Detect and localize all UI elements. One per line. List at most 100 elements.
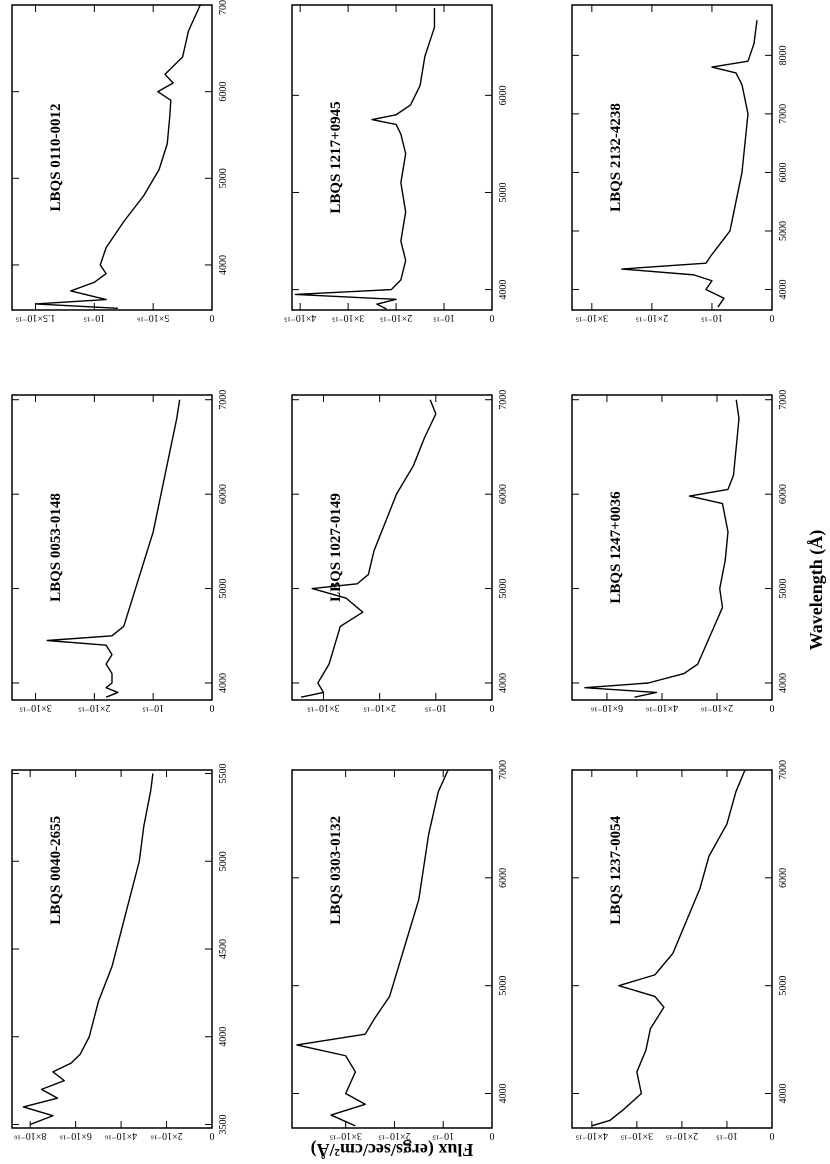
spectrum-line bbox=[591, 769, 746, 1127]
x-axis-label: Wavelength (Å) bbox=[806, 530, 827, 651]
x-tick-label: 4000 bbox=[498, 1083, 509, 1103]
y-tick-label: 3×10⁻¹⁵ bbox=[307, 702, 339, 713]
x-tick-label: 7000 bbox=[778, 104, 789, 124]
y-tick-label: 5×10⁻¹⁶ bbox=[136, 312, 169, 323]
x-tick-label: 7000 bbox=[778, 760, 789, 780]
spectrum-line bbox=[34, 4, 201, 309]
y-tick-label: 0 bbox=[210, 1130, 215, 1141]
x-tick-label: 6000 bbox=[498, 85, 509, 105]
x-tick-label: 6000 bbox=[778, 868, 789, 888]
x-tick-label: 5000 bbox=[778, 579, 789, 599]
y-tick-label: 3×10⁻¹⁵ bbox=[19, 702, 51, 713]
y-tick-label: 10⁻¹⁵ bbox=[83, 312, 105, 323]
x-tick-label: 6000 bbox=[218, 82, 229, 102]
panel-title: LBQS 0110-0012 bbox=[48, 104, 64, 212]
spectrum-line bbox=[296, 769, 449, 1127]
x-tick-label: 8000 bbox=[778, 45, 789, 65]
spectrum-line bbox=[22, 773, 154, 1126]
panel-frame bbox=[291, 769, 493, 1129]
y-tick-label: 0 bbox=[210, 702, 215, 713]
panel-frame bbox=[571, 394, 773, 701]
y-tick-label: 1.5×10⁻¹⁵ bbox=[16, 312, 56, 323]
panel-frame bbox=[11, 394, 213, 701]
x-tick-label: 7000 bbox=[778, 390, 789, 410]
y-tick-label: 2×10⁻¹⁵ bbox=[636, 312, 668, 323]
y-tick-label: 3×10⁻¹⁵ bbox=[329, 1130, 361, 1141]
x-tick-label: 6000 bbox=[498, 484, 509, 504]
y-tick-label: 10⁻¹⁵ bbox=[716, 1130, 738, 1141]
y-tick-label: 10⁻¹⁵ bbox=[425, 702, 447, 713]
spectrum-line bbox=[46, 399, 181, 698]
x-tick-label: 4000 bbox=[778, 1083, 789, 1103]
y-tick-label: 10⁻¹⁵ bbox=[701, 312, 723, 323]
y-tick-label: 8×10⁻¹⁶ bbox=[13, 1130, 46, 1141]
y-tick-label: 0 bbox=[770, 702, 775, 713]
x-tick-label: 4000 bbox=[218, 673, 229, 693]
panel-title: LBQS 0040-2655 bbox=[48, 816, 64, 925]
x-tick-label: 5000 bbox=[498, 976, 509, 996]
y-tick-label: 2×10⁻¹⁵ bbox=[378, 1130, 410, 1141]
y-tick-label: 2×10⁻¹⁵ bbox=[78, 702, 110, 713]
panel-title: LBQS 1027-0149 bbox=[328, 493, 344, 602]
y-tick-label: 4×10⁻¹⁶ bbox=[645, 702, 678, 713]
x-tick-label: 6000 bbox=[218, 484, 229, 504]
y-tick-label: 4×10⁻¹⁵ bbox=[576, 1130, 608, 1141]
y-tick-label: 2×10⁻¹⁵ bbox=[363, 702, 395, 713]
x-tick-label: 5000 bbox=[778, 221, 789, 241]
x-tick-label: 7000 bbox=[218, 0, 229, 15]
panel-frame bbox=[11, 4, 213, 311]
x-tick-label: 5500 bbox=[218, 764, 229, 784]
x-tick-label: 4000 bbox=[778, 280, 789, 300]
panel-frame bbox=[571, 4, 773, 311]
x-tick-label: 6000 bbox=[778, 484, 789, 504]
y-tick-label: 2×10⁻¹⁵ bbox=[666, 1130, 698, 1141]
x-tick-label: 5000 bbox=[218, 168, 229, 188]
y-tick-label: 4×10⁻¹⁵ bbox=[284, 312, 316, 323]
x-tick-label: 7000 bbox=[498, 760, 509, 780]
spectrum-line bbox=[294, 7, 436, 310]
x-tick-label: 5000 bbox=[218, 851, 229, 871]
panel-title: LBQS 1217+0945 bbox=[328, 101, 344, 213]
y-axis-label: Flux (ergs/sec/cm²/Å) bbox=[311, 1139, 474, 1160]
y-tick-label: 0 bbox=[490, 702, 495, 713]
x-tick-label: 6000 bbox=[778, 162, 789, 182]
panel-frame bbox=[571, 769, 773, 1129]
x-tick-label: 5000 bbox=[498, 182, 509, 202]
y-tick-label: 0 bbox=[770, 312, 775, 323]
y-tick-label: 0 bbox=[210, 312, 215, 323]
y-tick-label: 4×10⁻¹⁶ bbox=[104, 1130, 137, 1141]
x-tick-label: 4000 bbox=[498, 280, 509, 300]
panel-frame bbox=[291, 394, 493, 701]
panel-title: LBQS 1247+0036 bbox=[608, 491, 624, 604]
y-tick-label: 10⁻¹⁵ bbox=[433, 312, 455, 323]
y-tick-label: 0 bbox=[490, 1130, 495, 1141]
rotated-figure: Wavelength (Å) Flux (ergs/sec/cm²/Å) 350… bbox=[11, 0, 827, 1160]
spectrum-line bbox=[300, 399, 437, 698]
x-tick-label: 7000 bbox=[498, 390, 509, 410]
x-tick-label: 6000 bbox=[498, 868, 509, 888]
x-tick-label: 5000 bbox=[218, 579, 229, 599]
panel-title: LBQS 0303-0132 bbox=[328, 816, 344, 925]
x-tick-label: 4500 bbox=[218, 939, 229, 959]
x-tick-label: 5000 bbox=[778, 976, 789, 996]
y-tick-label: 10⁻¹⁵ bbox=[432, 1130, 454, 1141]
y-tick-label: 3×10⁻¹⁵ bbox=[332, 312, 364, 323]
panel-title: LBQS 2132-4238 bbox=[608, 103, 624, 212]
y-tick-label: 2×10⁻¹⁶ bbox=[700, 702, 733, 713]
y-tick-label: 6×10⁻¹⁶ bbox=[590, 702, 623, 713]
panel-title: LBQS 1237-0054 bbox=[608, 815, 624, 924]
y-tick-label: 0 bbox=[490, 312, 495, 323]
x-tick-label: 4000 bbox=[778, 673, 789, 693]
x-tick-label: 4000 bbox=[218, 255, 229, 275]
panel-frame bbox=[291, 4, 493, 311]
y-tick-label: 3×10⁻¹⁵ bbox=[576, 312, 608, 323]
y-tick-label: 0 bbox=[770, 1130, 775, 1141]
spectrum-line bbox=[584, 399, 740, 698]
x-tick-label: 3500 bbox=[218, 1114, 229, 1134]
y-tick-label: 2×10⁻¹⁶ bbox=[150, 1130, 183, 1141]
spectrum-line bbox=[621, 20, 758, 308]
y-tick-label: 10⁻¹⁵ bbox=[142, 702, 164, 713]
y-tick-label: 2×10⁻¹⁵ bbox=[380, 312, 412, 323]
